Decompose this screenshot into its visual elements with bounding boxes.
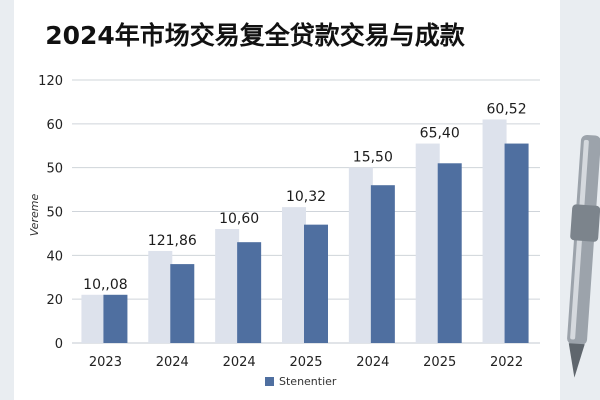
legend-swatch [265, 377, 274, 386]
bar-back [215, 229, 240, 343]
x-tick-label: 2023 [89, 355, 122, 370]
x-tick-label: 2025 [423, 355, 456, 370]
chart-title: 2024年市场交易复全贷款交易与成款 [45, 21, 466, 50]
y-tick-label: 120 [38, 74, 63, 89]
x-tick-label: 2024 [156, 355, 189, 370]
bars [81, 119, 529, 343]
y-tick-label: 40 [46, 249, 63, 264]
bar-back [148, 250, 173, 343]
bar-front [170, 264, 195, 343]
y-tick-label: 60 [46, 118, 63, 133]
bar-front [370, 185, 395, 343]
data-label: 15,50 [353, 150, 393, 166]
x-tick-label: 2024 [223, 355, 256, 370]
bar-front [237, 242, 262, 343]
data-label: 10,60 [219, 211, 259, 227]
x-tick-label: 2025 [289, 355, 322, 370]
x-tick-label: 2022 [490, 355, 523, 370]
data-label: 10,,08 [83, 277, 128, 293]
bar-back [348, 167, 373, 343]
data-label: 65,40 [420, 126, 460, 142]
data-label: 121,86 [148, 233, 197, 249]
x-axis-ticks: 2023 2024 2024 2025 2024 2025 2022 [89, 355, 523, 370]
y-tick-label: 20 [46, 293, 63, 308]
bar-back [482, 119, 507, 343]
y-tick-label: 50 [46, 206, 63, 221]
y-axis-label: Vereme [28, 194, 41, 237]
x-tick-label: 2024 [356, 355, 389, 370]
y-tick-label: 50 [46, 162, 63, 177]
data-labels: 10,,08 121,86 10,60 10,32 15,50 65,40 60,52 [83, 101, 526, 292]
data-label: 10,32 [286, 189, 326, 205]
y-tick-label: 0 [55, 337, 63, 352]
pen-icon [567, 134, 600, 378]
bar-back [282, 207, 306, 343]
data-label: 60,52 [487, 101, 527, 117]
legend-label: Stenentier [279, 375, 337, 388]
bar-front [304, 224, 328, 343]
bar-front [103, 294, 128, 343]
bar-front [437, 163, 462, 343]
y-axis-ticks: 0 20 40 50 50 60 120 [38, 74, 63, 352]
bar-back [415, 143, 440, 343]
legend: Stenentier [265, 375, 337, 388]
bar-front [504, 143, 529, 343]
bar-back [81, 294, 106, 343]
